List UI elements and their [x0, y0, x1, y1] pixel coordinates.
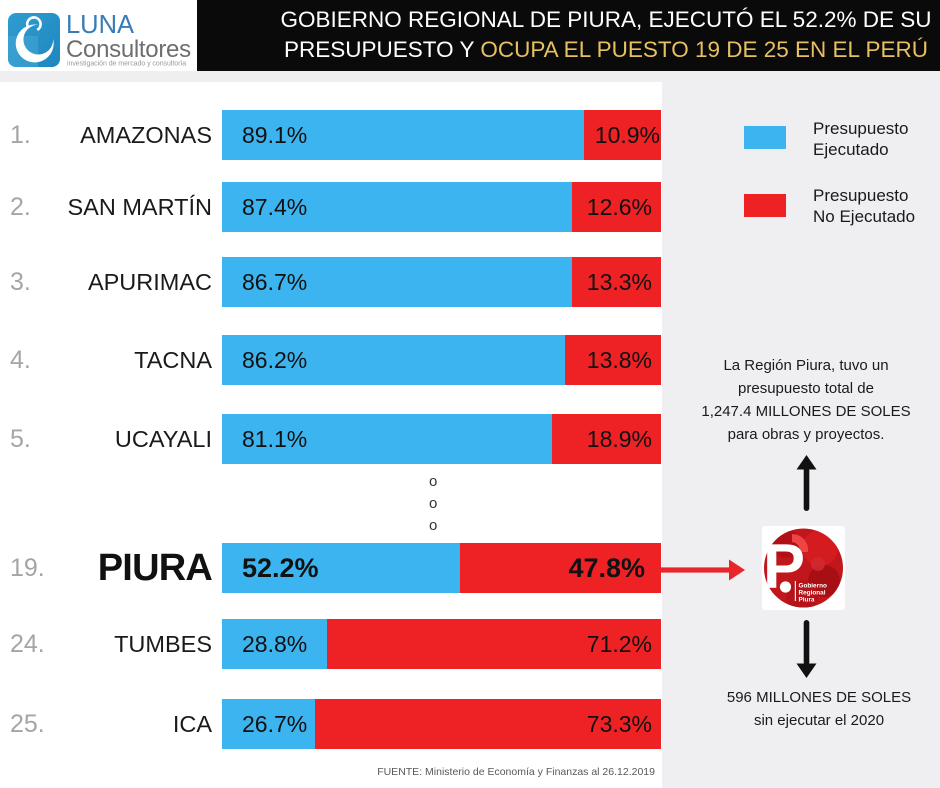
svg-text:investigación de mercado y con: investigación de mercado y consultoría: [67, 61, 186, 68]
svg-text:Gobierno: Gobierno: [799, 583, 827, 590]
svg-text:Regional: Regional: [799, 590, 826, 597]
svg-text:Piura: Piura: [799, 597, 815, 604]
svg-text:LUNA: LUNA: [66, 11, 134, 39]
svg-text:Consultores: Consultores: [66, 36, 191, 63]
